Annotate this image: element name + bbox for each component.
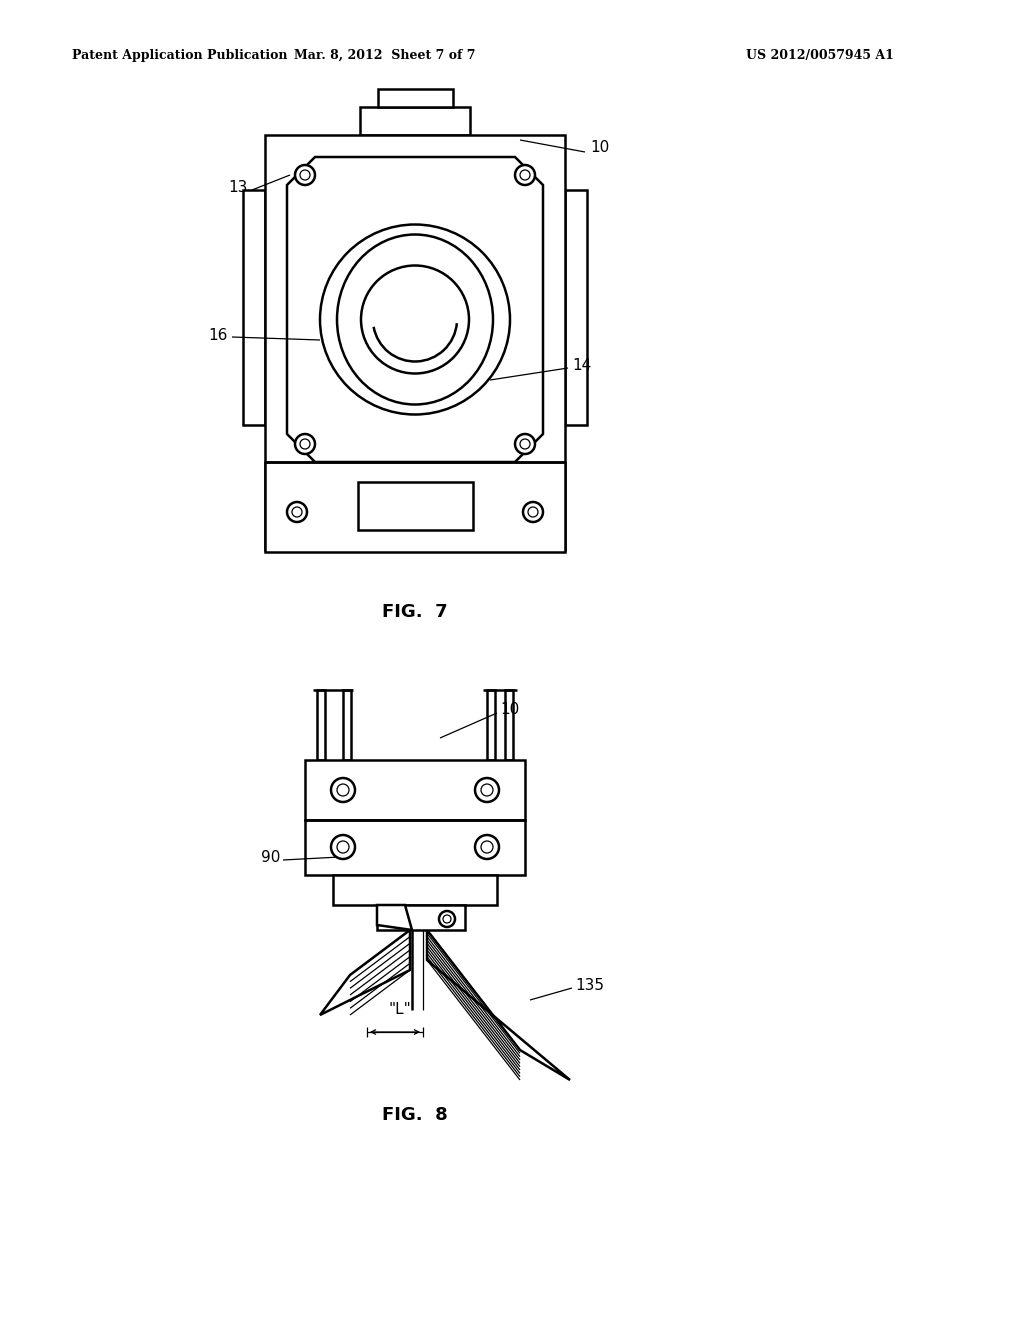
Bar	[265, 135, 565, 550]
Circle shape	[319, 224, 510, 414]
Text: 10: 10	[590, 140, 609, 156]
Text: 14: 14	[572, 358, 591, 372]
Circle shape	[295, 434, 315, 454]
Circle shape	[439, 911, 455, 927]
Circle shape	[475, 836, 499, 859]
Bar	[487, 690, 495, 760]
Circle shape	[331, 777, 355, 803]
Bar	[243, 190, 265, 425]
Bar	[333, 875, 497, 906]
Circle shape	[287, 502, 307, 521]
Text: Mar. 8, 2012  Sheet 7 of 7: Mar. 8, 2012 Sheet 7 of 7	[294, 49, 476, 62]
Circle shape	[331, 836, 355, 859]
Circle shape	[523, 502, 543, 521]
Bar	[265, 462, 565, 552]
Text: 10: 10	[500, 702, 519, 718]
Text: 16: 16	[209, 327, 228, 342]
Text: 135: 135	[575, 978, 604, 993]
Bar	[360, 107, 470, 135]
Circle shape	[515, 434, 535, 454]
Polygon shape	[287, 157, 543, 462]
Circle shape	[361, 265, 469, 374]
Polygon shape	[377, 906, 412, 931]
Text: Patent Application Publication: Patent Application Publication	[72, 49, 288, 62]
Text: US 2012/0057945 A1: US 2012/0057945 A1	[746, 49, 894, 62]
Polygon shape	[427, 931, 570, 1080]
Text: "L": "L"	[389, 1002, 412, 1018]
Polygon shape	[319, 931, 410, 1015]
Text: 13: 13	[228, 181, 248, 195]
Circle shape	[515, 165, 535, 185]
Circle shape	[295, 165, 315, 185]
Bar	[378, 88, 453, 107]
Circle shape	[475, 777, 499, 803]
Bar	[305, 760, 525, 820]
Bar	[565, 190, 587, 425]
Text: FIG.  7: FIG. 7	[382, 603, 447, 620]
Bar	[358, 482, 473, 531]
Bar	[343, 690, 351, 760]
Text: FIG.  8: FIG. 8	[382, 1106, 447, 1125]
Text: 90: 90	[261, 850, 280, 865]
Bar	[305, 820, 525, 875]
Bar	[317, 690, 325, 760]
Bar	[377, 906, 465, 931]
Bar	[505, 690, 513, 760]
